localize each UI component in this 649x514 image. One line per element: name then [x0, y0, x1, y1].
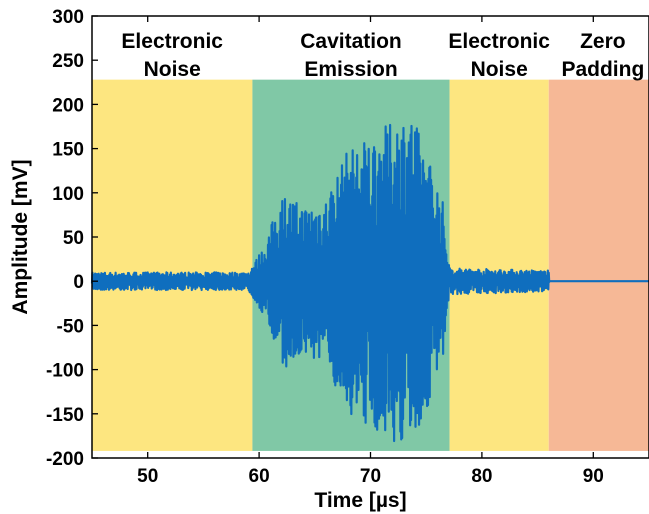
y-tick-label: 100: [52, 184, 84, 205]
y-tick-label: 250: [52, 51, 84, 72]
y-tick-label: -150: [46, 405, 84, 426]
x-tick-label: 50: [137, 466, 158, 487]
y-tick-label: -100: [46, 361, 84, 382]
y-axis: -200 -150 -100 -50 0 50 100 150 200 250 300: [46, 7, 98, 470]
series-line: [90, 123, 649, 443]
region-label-1-0: Cavitation: [300, 30, 402, 53]
region-label-3-1: Padding: [561, 58, 644, 81]
x-tick-label: 70: [360, 466, 381, 487]
y-tick-label: 200: [52, 95, 84, 116]
region-label-0-1: Noise: [144, 58, 201, 81]
signal-trace: [90, 123, 649, 443]
y-tick-label: -50: [57, 316, 84, 337]
x-tick-label: 80: [471, 466, 492, 487]
y-tick-label: 50: [63, 228, 84, 249]
y-tick-label: 0: [73, 272, 84, 293]
region-0: [92, 79, 253, 451]
region-labels: Electronic Noise Cavitation Emission Electro…: [121, 30, 644, 81]
y-tick-label: 300: [52, 7, 84, 28]
region-label-3-0: Zero: [580, 30, 626, 53]
region-label-1-1: Emission: [304, 58, 397, 81]
y-axis-label: Amplitude [mV]: [9, 159, 32, 314]
x-tick-label: 60: [249, 466, 270, 487]
region-label-2-0: Electronic: [448, 30, 550, 53]
y-tick-label: 150: [52, 140, 84, 161]
x-tick-label: 90: [583, 466, 604, 487]
x-axis: 50 60 70 80 90: [137, 16, 604, 487]
region-3: [548, 79, 649, 451]
region-label-2-1: Noise: [471, 58, 528, 81]
x-axis-label: Time [µs]: [314, 489, 406, 512]
region-2: [449, 79, 549, 451]
y-tick-label: -200: [46, 449, 84, 470]
region-label-0-0: Electronic: [121, 30, 223, 53]
